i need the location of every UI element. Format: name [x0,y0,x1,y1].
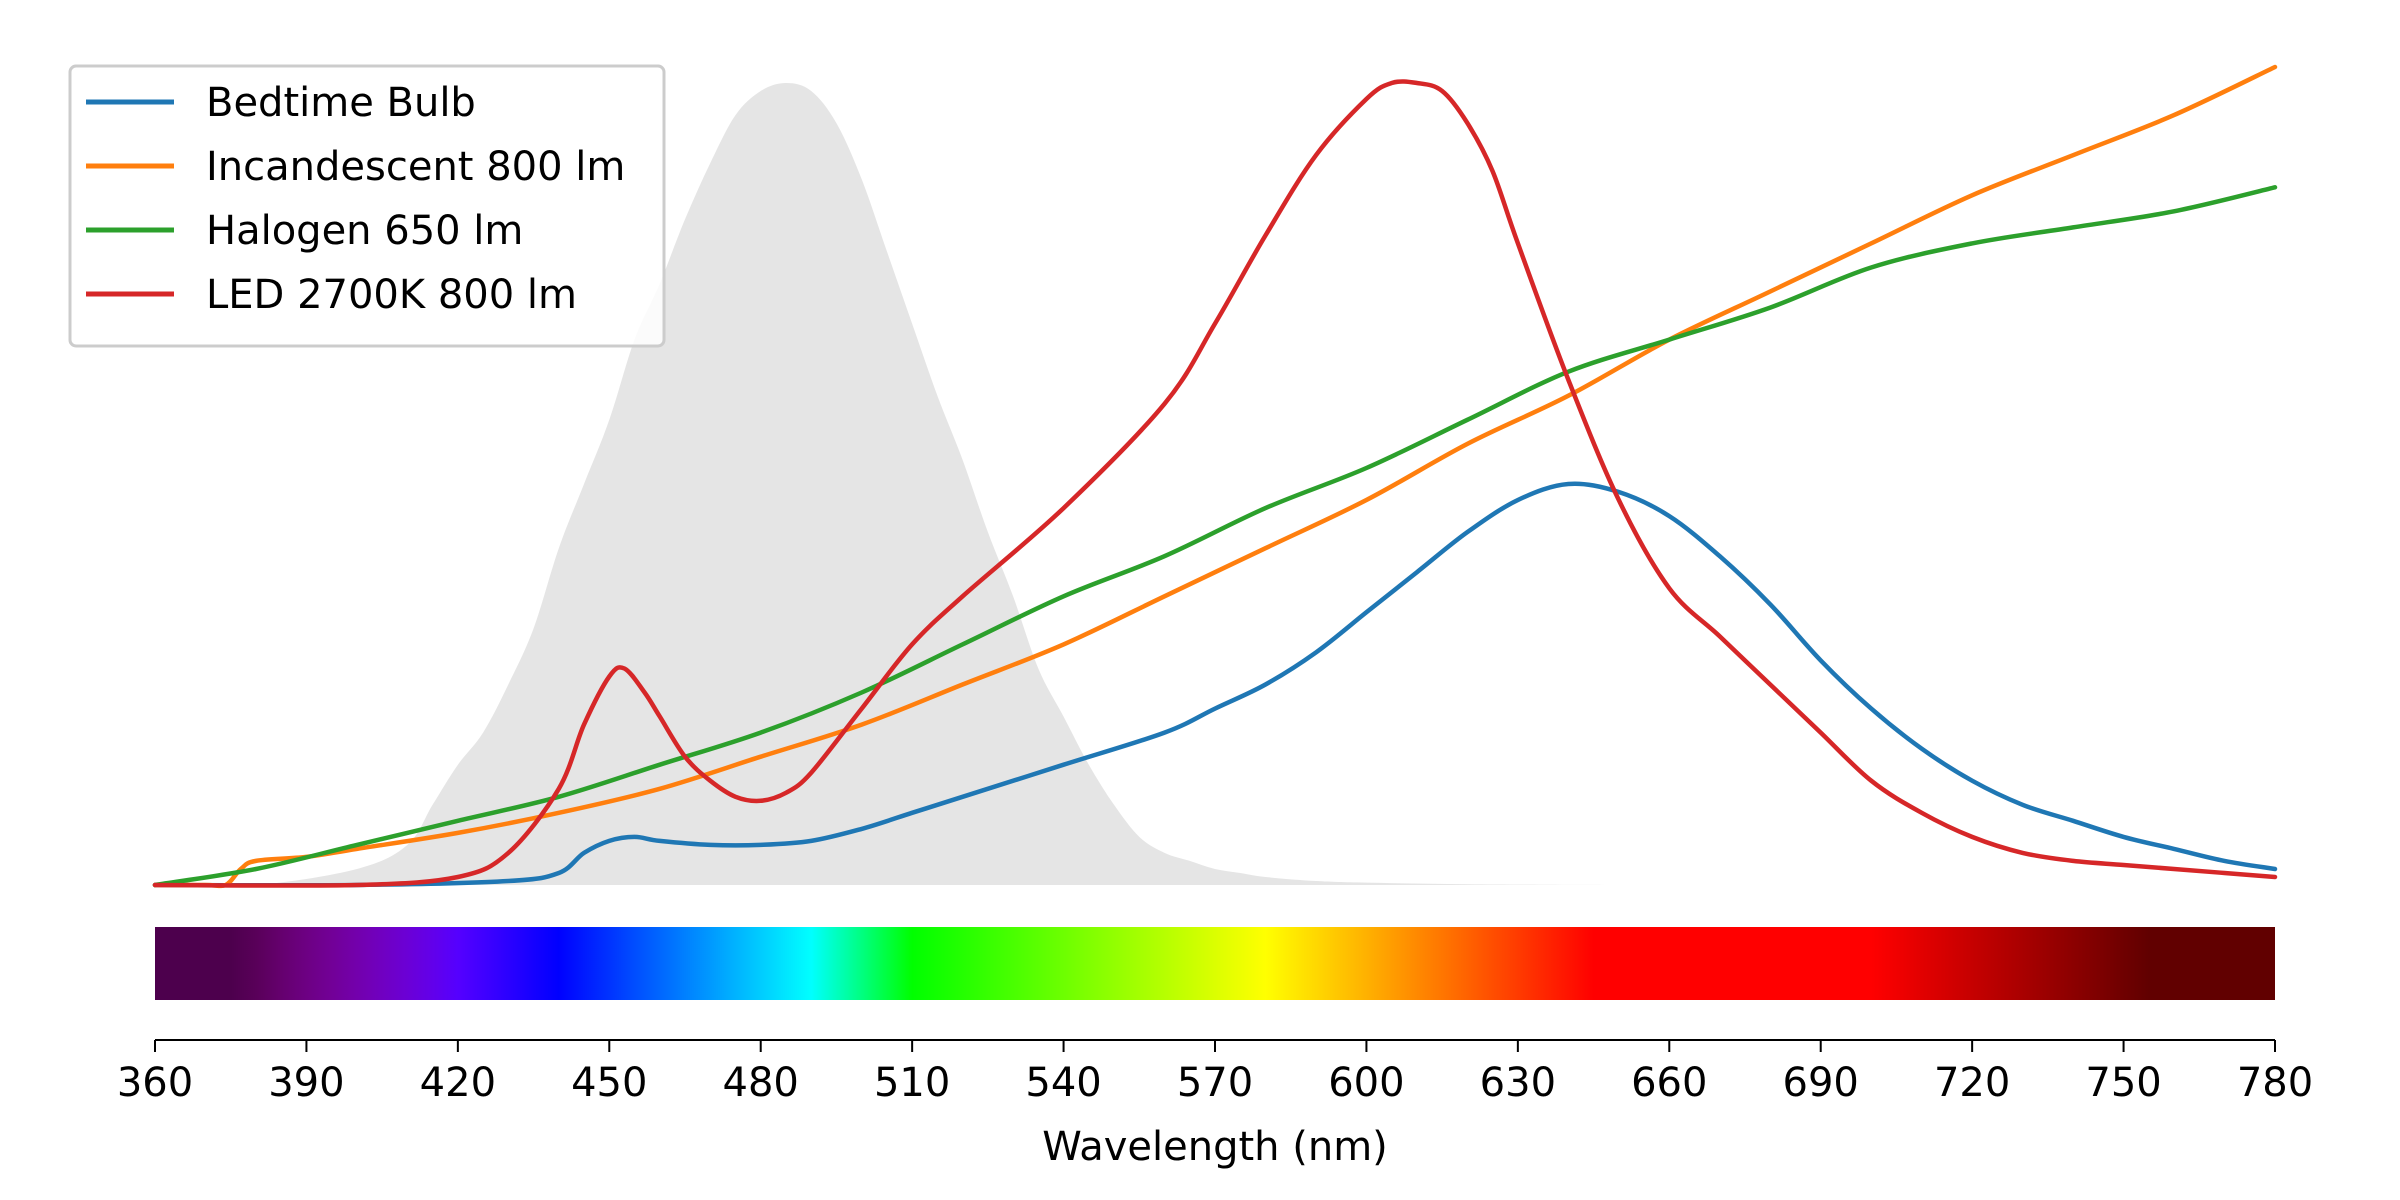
legend-label: Bedtime Bulb [206,80,476,126]
legend-box [68,64,666,348]
visible-spectrum-bar [155,927,2275,1000]
x-tick-label: 630 [1480,1060,1556,1106]
x-tick-label: 390 [268,1060,344,1106]
background-sensitivity-area [155,83,2275,886]
legend-label: LED 2700K 800 lm [206,272,577,318]
legend-label: Halogen 650 lm [206,208,523,254]
x-axis-label: Wavelength (nm) [1042,1124,1388,1170]
x-tick-label: 510 [874,1060,950,1106]
x-tick-label: 690 [1783,1060,1859,1106]
x-tick-label: 540 [1025,1060,1101,1106]
x-tick-label: 750 [2085,1060,2161,1106]
series-line-4 [152,79,2278,888]
x-ticks: 360 390 420 450 480 510 540 570 600 630 660 690 720 7… [117,1040,2313,1106]
x-tick-label: 480 [723,1060,799,1106]
series-layer [152,64,2278,889]
legend-items: Bedtime Bulb Incandescent 800 lm Halogen 6… [86,80,625,318]
x-tick-label: 420 [420,1060,496,1106]
legend-label: Incandescent 800 lm [206,144,625,190]
x-tick-label: 780 [2237,1060,2313,1106]
x-tick-label: 360 [117,1060,193,1106]
x-tick-label: 600 [1328,1060,1404,1106]
x-tick-label: 720 [1934,1060,2010,1106]
x-tick-label: 660 [1631,1060,1707,1106]
legend: Bedtime Bulb Incandescent 800 lm Halogen 6… [68,64,666,348]
x-tick-label: 570 [1177,1060,1253,1106]
series-line-1 [152,481,2278,888]
x-tick-label: 450 [571,1060,647,1106]
series-line-3 [152,185,2278,888]
